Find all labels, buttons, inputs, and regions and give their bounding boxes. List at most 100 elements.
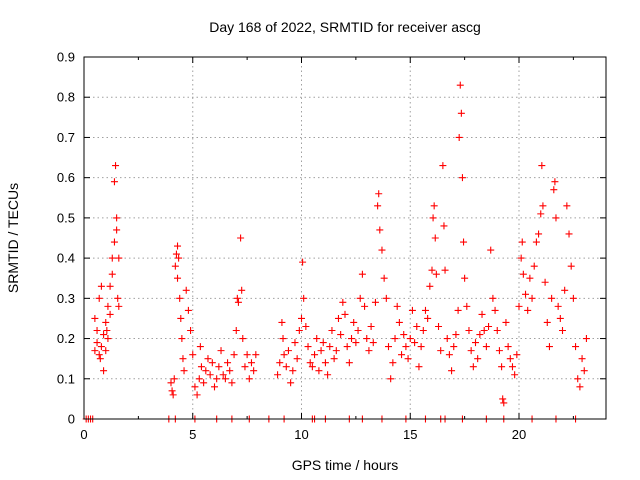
data-point	[184, 306, 192, 314]
data-point	[326, 343, 334, 351]
data-point	[550, 186, 558, 194]
data-point	[495, 347, 503, 355]
data-point	[421, 306, 429, 314]
y-tick-label: 0.2	[57, 331, 75, 346]
data-point	[332, 347, 340, 355]
x-tick-label: 0	[80, 427, 87, 442]
data-point	[319, 339, 327, 347]
data-point	[195, 375, 203, 383]
data-point	[178, 335, 186, 343]
data-point	[522, 290, 530, 298]
data-point	[237, 234, 245, 242]
data-point	[108, 270, 116, 278]
data-point	[324, 371, 332, 379]
data-point	[538, 162, 546, 170]
data-point	[354, 327, 362, 335]
data-point	[115, 254, 123, 262]
data-point	[548, 294, 556, 302]
data-point	[469, 363, 477, 371]
data-point	[352, 339, 360, 347]
data-point	[356, 294, 364, 302]
data-point	[358, 270, 366, 278]
data-point	[298, 314, 305, 322]
data-point	[328, 327, 336, 335]
data-point	[500, 399, 508, 407]
data-point	[387, 375, 395, 383]
data-point	[345, 359, 353, 367]
data-point	[554, 302, 562, 310]
data-point	[232, 327, 240, 335]
data-point	[293, 355, 301, 363]
data-point	[330, 355, 338, 363]
data-point	[450, 343, 458, 351]
data-point	[565, 230, 573, 238]
data-point	[563, 202, 571, 210]
data-point	[197, 363, 205, 371]
data-point	[176, 294, 184, 302]
data-point	[279, 335, 287, 343]
data-point	[408, 306, 416, 314]
data-point	[179, 355, 187, 363]
data-point	[97, 282, 105, 290]
y-tick-label: 0.7	[57, 130, 75, 145]
data-point	[376, 226, 384, 234]
data-point	[445, 351, 453, 359]
data-point	[552, 214, 560, 222]
data-point	[102, 347, 110, 355]
data-point	[196, 343, 204, 351]
data-point	[202, 367, 210, 375]
data-point	[100, 331, 108, 339]
chart-title: Day 168 of 2022, SRMTID for receiver asc…	[209, 19, 481, 35]
data-point	[374, 202, 382, 210]
data-point	[304, 343, 312, 351]
data-point	[378, 246, 386, 254]
data-point	[561, 286, 569, 294]
data-point	[106, 282, 114, 290]
data-point	[299, 258, 307, 266]
data-point	[169, 391, 177, 399]
data-point	[96, 355, 104, 363]
data-point	[245, 375, 253, 383]
data-point	[187, 327, 195, 335]
data-point	[448, 367, 456, 375]
data-point	[337, 331, 345, 339]
data-point	[432, 270, 440, 278]
data-point	[213, 375, 221, 383]
data-point	[204, 355, 212, 363]
data-point	[228, 379, 236, 387]
data-point	[95, 294, 103, 302]
data-point	[348, 335, 356, 343]
data-point	[482, 343, 490, 351]
data-point	[211, 383, 218, 391]
data-point	[393, 302, 401, 310]
data-point	[467, 347, 475, 355]
data-point	[295, 327, 303, 335]
x-axis-label: GPS time / hours	[292, 457, 399, 473]
data-point	[429, 214, 437, 222]
data-point	[287, 379, 295, 387]
data-point	[567, 262, 575, 270]
data-point	[234, 298, 242, 306]
data-point	[455, 133, 463, 141]
data-point	[439, 162, 447, 170]
data-point	[460, 238, 468, 246]
data-point	[389, 359, 397, 367]
data-point	[104, 302, 112, 310]
data-point	[113, 226, 121, 234]
data-point	[252, 351, 260, 359]
data-point	[280, 351, 288, 359]
x-tick-label: 10	[294, 427, 308, 442]
data-point	[572, 343, 580, 351]
data-point	[457, 109, 465, 117]
data-point	[308, 363, 316, 371]
data-point	[402, 343, 410, 351]
data-point	[487, 246, 495, 254]
data-point	[452, 331, 460, 339]
data-point	[302, 322, 310, 330]
data-point	[108, 254, 116, 262]
data-point	[474, 355, 482, 363]
data-point	[167, 379, 175, 387]
data-point	[106, 310, 114, 318]
data-point	[93, 327, 101, 335]
x-tick-label: 5	[189, 427, 196, 442]
